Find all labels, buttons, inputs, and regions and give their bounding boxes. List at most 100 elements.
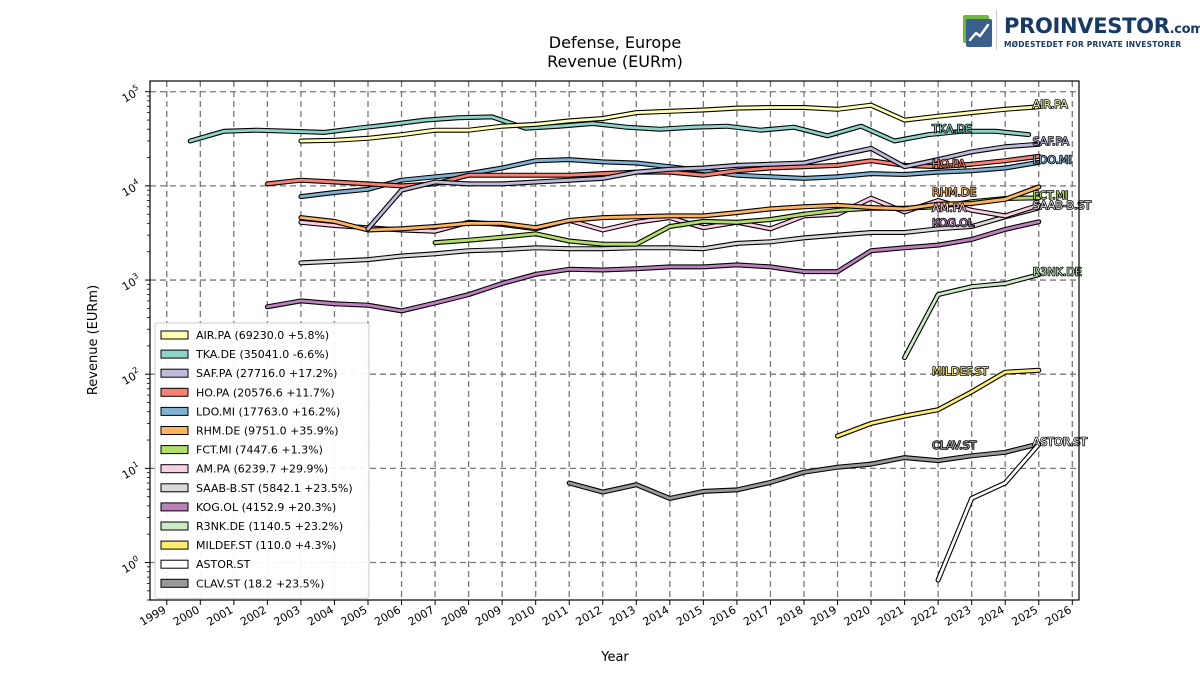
legend-swatch xyxy=(160,559,189,569)
series-line xyxy=(299,185,1041,232)
end-label: AM.PA xyxy=(932,201,966,214)
end-labels: AIR.PA TKA.DE SAF.PA HO.PA LDO.MI RHM.DE FCT.M… xyxy=(930,97,1092,453)
legend-item[interactable]: SAF.PA (27716.0 +17.2%) xyxy=(160,367,337,380)
legend-item[interactable]: HO.PA (20576.6 +11.7%) xyxy=(160,386,335,399)
x-tick-label: 2015 xyxy=(674,603,705,628)
end-label: RHM.DE xyxy=(932,186,976,199)
legend-item[interactable]: CLAV.ST (18.2 +23.5%) xyxy=(160,577,324,590)
brand-logo[interactable]: PROINVESTOR.com MØDESTEDET FOR PRIVATE I… xyxy=(960,10,1200,54)
legend-label: HO.PA (20576.6 +11.7%) xyxy=(196,386,335,399)
end-label: MILDEF.ST xyxy=(932,365,988,378)
legend-item[interactable]: RHM.DE (9751.0 +35.9%) xyxy=(160,425,339,438)
legend-label: KOG.OL (4152.9 +20.3%) xyxy=(196,501,336,514)
brand-suffix: .com xyxy=(1169,22,1200,37)
legend-label: MILDEF.ST (110.0 +4.3%) xyxy=(196,539,336,552)
x-tick-label: 2011 xyxy=(540,603,571,628)
series-clav-st xyxy=(566,441,1042,501)
x-tick-label: 2014 xyxy=(641,603,672,628)
plot-frame xyxy=(149,80,1080,601)
series-saab-b-st xyxy=(298,205,1042,266)
legend-swatch xyxy=(160,330,189,340)
legend-swatch xyxy=(160,368,189,378)
x-tick-label: 2009 xyxy=(473,603,504,628)
legend-label: FCT.MI (7447.6 +1.3%) xyxy=(196,444,323,457)
x-axis-ticks: 1999 2000 2001 2002 2003 2004 2005 2006 2007 2008… xyxy=(138,600,1074,629)
end-label: LDO.MI xyxy=(1033,153,1072,166)
brand-tagline: MØDESTEDET FOR PRIVATE INVESTORER xyxy=(1004,40,1182,49)
end-label: FCT.MI xyxy=(1033,189,1069,202)
legend-label: TKA.DE (35041.0 -6.6%) xyxy=(195,348,329,361)
legend-item[interactable]: LDO.MI (17763.0 +16.2%) xyxy=(160,405,340,418)
x-tick-label: 2006 xyxy=(372,603,403,628)
series-line xyxy=(936,442,1041,582)
x-tick-label: 2001 xyxy=(205,603,236,628)
legend-item[interactable]: AIR.PA (69230.0 +5.8%) xyxy=(160,329,329,342)
x-tick-label: 1999 xyxy=(138,603,169,628)
x-tick-label: 2005 xyxy=(339,603,370,628)
series-line xyxy=(366,142,1041,231)
legend-swatch xyxy=(160,521,189,531)
x-tick-label: 2004 xyxy=(305,603,336,628)
x-tick-label: 2023 xyxy=(942,603,973,628)
x-tick-label: 2002 xyxy=(238,603,269,628)
series-saf-pa xyxy=(365,141,1042,232)
legend: AIR.PA (69230.0 +5.8%) TKA.DE (35041.0 -6… xyxy=(154,322,370,599)
y-tick-label: 104 xyxy=(119,177,143,200)
series-ldo-mi xyxy=(298,157,1042,200)
y-tick-label: 102 xyxy=(119,365,143,388)
legend-swatch xyxy=(160,502,189,512)
series-astor-st xyxy=(935,441,1042,583)
legend-item[interactable]: TKA.DE (35041.0 -6.6%) xyxy=(160,348,329,361)
y-tick-label: 101 xyxy=(119,459,143,482)
x-tick-label: 2017 xyxy=(741,603,772,628)
grid-lines xyxy=(150,81,1079,600)
legend-swatch xyxy=(160,464,189,474)
legend-swatch xyxy=(160,406,189,416)
legend-label: ASTOR.ST xyxy=(196,558,251,571)
legend-item[interactable]: KOG.OL (4152.9 +20.3%) xyxy=(160,501,336,514)
x-tick-label: 2025 xyxy=(1010,603,1041,628)
series-line xyxy=(265,220,1041,313)
x-tick-label: 2020 xyxy=(842,603,873,628)
end-label: HO.PA xyxy=(932,158,966,171)
end-label: SAF.PA xyxy=(1033,135,1070,148)
series-line xyxy=(903,273,1041,360)
legend-swatch xyxy=(160,540,189,550)
series-outline xyxy=(935,441,1042,583)
series-rhm-de xyxy=(298,184,1042,233)
legend-box xyxy=(154,322,370,599)
end-label: TKA.DE xyxy=(931,122,972,135)
legend-label: RHM.DE (9751.0 +35.9%) xyxy=(196,425,339,438)
brand-divider xyxy=(996,10,997,50)
series-mildef-st xyxy=(835,367,1042,439)
legend-item[interactable]: FCT.MI (7447.6 +1.3%) xyxy=(160,444,323,457)
x-tick-label: 2012 xyxy=(574,603,605,628)
x-tick-label: 2026 xyxy=(1043,603,1074,628)
legend-item[interactable]: SAAB-B.ST (5842.1 +23.5%) xyxy=(160,482,353,495)
x-tick-label: 2016 xyxy=(708,603,739,628)
end-label: R3NK.DE xyxy=(1033,266,1082,279)
legend-item[interactable]: AM.PA (6239.7 +29.9%) xyxy=(160,463,328,476)
legend-label: R3NK.DE (1140.5 +23.2%) xyxy=(196,520,343,533)
legend-swatch xyxy=(160,483,189,493)
legend-label: CLAV.ST (18.2 +23.5%) xyxy=(196,577,324,590)
x-tick-label: 2013 xyxy=(607,603,638,628)
end-label: CLAV.ST xyxy=(932,439,976,452)
series-line xyxy=(299,158,1041,199)
x-tick-label: 2021 xyxy=(875,603,906,628)
series-line xyxy=(836,368,1041,438)
legend-item[interactable]: MILDEF.ST (110.0 +4.3%) xyxy=(160,539,336,552)
chart-title: Defense, Europe xyxy=(549,33,681,52)
series-line xyxy=(188,115,1031,143)
end-label: SAAB-B.ST xyxy=(1033,199,1092,212)
x-tick-label: 2003 xyxy=(272,603,303,628)
legend-item[interactable]: ASTOR.ST xyxy=(160,558,251,571)
series-tka-de xyxy=(187,114,1032,144)
x-tick-label: 2007 xyxy=(406,603,437,628)
series-kog-ol xyxy=(264,219,1042,314)
legend-label: SAAB-B.ST (5842.1 +23.5%) xyxy=(196,482,353,495)
legend-item[interactable]: R3NK.DE (1140.5 +23.2%) xyxy=(160,520,343,533)
y-axis-label: Revenue (EURm) xyxy=(86,285,101,395)
x-tick-label: 2022 xyxy=(909,603,940,628)
